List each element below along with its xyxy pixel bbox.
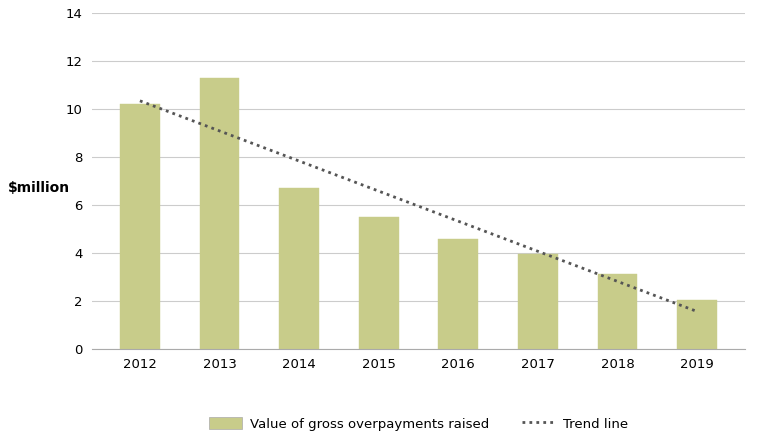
Bar <box>280 188 319 349</box>
Bar <box>677 299 717 349</box>
Bar <box>359 217 399 349</box>
Text: $million: $million <box>8 181 70 195</box>
Bar <box>200 78 240 349</box>
Legend: Value of gross overpayments raised, Trend line: Value of gross overpayments raised, Tren… <box>204 412 634 436</box>
Bar <box>518 254 558 349</box>
Bar <box>120 105 160 349</box>
Bar <box>598 274 637 349</box>
Bar <box>439 239 478 349</box>
